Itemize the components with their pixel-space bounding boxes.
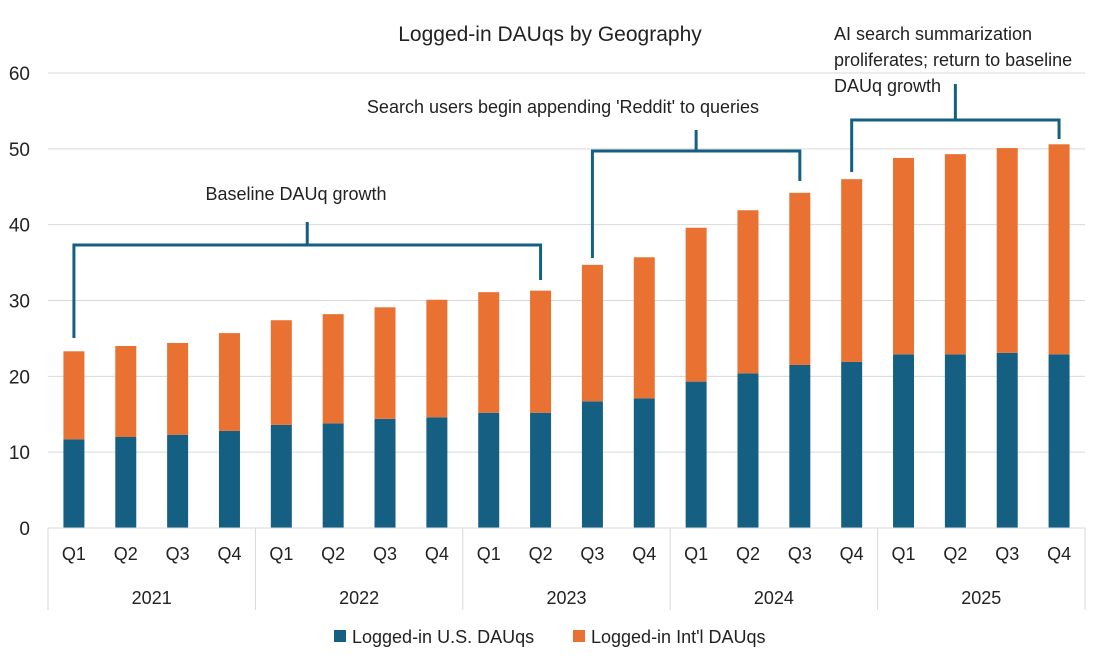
x-tick-quarter: Q4	[217, 544, 241, 564]
annotation-bracket	[72, 222, 543, 338]
x-tick-quarter: Q2	[736, 544, 760, 564]
bar-intl-2023-q2	[530, 290, 552, 413]
bar-us-2023-q4	[633, 398, 655, 528]
x-tick-quarter: Q1	[269, 544, 293, 564]
bar-intl-2024-q1	[685, 227, 707, 382]
bar-us-2025-q2	[944, 354, 966, 528]
bar-us-2023-q1	[478, 412, 500, 528]
bar-intl-2025-q4	[1048, 144, 1070, 355]
bar-intl-2021-q4	[218, 333, 240, 431]
bar-us-2025-q1	[893, 354, 915, 528]
bar-us-2021-q4	[218, 430, 240, 528]
bar-intl-2024-q2	[737, 210, 759, 374]
bar-intl-2024-q3	[789, 192, 811, 365]
x-tick-quarter: Q4	[840, 544, 864, 564]
annotation-bracket	[590, 130, 802, 258]
bar-intl-2024-q4	[841, 179, 863, 362]
annotation-text: Baseline DAUq growth	[205, 184, 386, 204]
annotation-text: DAUq growth	[834, 76, 941, 96]
x-tick-quarter: Q1	[684, 544, 708, 564]
bar-us-2024-q1	[685, 381, 707, 528]
y-tick-label: 40	[9, 216, 30, 237]
bar-intl-2021-q1	[63, 351, 85, 440]
bar-us-2024-q2	[737, 373, 759, 528]
x-tick-quarter: Q1	[62, 544, 86, 564]
x-tick-quarter: Q2	[321, 544, 345, 564]
bar-us-2021-q1	[63, 439, 85, 528]
y-tick-label: 50	[9, 140, 30, 161]
x-tick-year: 2023	[546, 588, 586, 608]
bar-intl-2025-q2	[944, 154, 966, 355]
bar-us-2022-q3	[374, 418, 396, 528]
bar-us-2021-q3	[167, 434, 189, 528]
bar-intl-2025-q1	[893, 157, 915, 355]
x-tick-quarter: Q2	[529, 544, 553, 564]
x-tick-year: 2021	[132, 588, 172, 608]
bar-us-2024-q3	[789, 364, 811, 528]
x-tick-year: 2022	[339, 588, 379, 608]
annotation-text: proliferates; return to baseline	[834, 50, 1072, 70]
bar-intl-2023-q1	[478, 292, 500, 413]
annotation-bracket	[850, 84, 1061, 172]
x-tick-quarter: Q2	[114, 544, 138, 564]
bar-intl-2021-q2	[115, 346, 137, 437]
y-tick-label: 10	[9, 443, 30, 464]
legend-label: Logged-in Int'l DAUqs	[591, 627, 766, 647]
bar-us-2024-q4	[841, 361, 863, 528]
x-tick-quarter: Q3	[166, 544, 190, 564]
bar-us-2022-q2	[322, 423, 344, 528]
y-tick-label: 0	[19, 519, 30, 540]
x-tick-year: 2025	[961, 588, 1001, 608]
x-tick-quarter: Q4	[632, 544, 656, 564]
bar-us-2021-q2	[115, 437, 137, 528]
y-tick-label: 60	[9, 64, 30, 85]
x-tick-quarter: Q3	[995, 544, 1019, 564]
x-tick-quarter: Q3	[788, 544, 812, 564]
legend-swatch	[573, 630, 585, 642]
x-tick-quarter: Q2	[943, 544, 967, 564]
bar-intl-2022-q1	[270, 320, 292, 425]
y-tick-label: 20	[9, 367, 30, 388]
x-tick-year: 2024	[754, 588, 794, 608]
bar-intl-2022-q3	[374, 307, 396, 419]
x-tick-quarter: Q3	[580, 544, 604, 564]
annotation-text: AI search summarization	[834, 24, 1032, 44]
bar-us-2022-q1	[270, 424, 292, 528]
bar-intl-2022-q4	[426, 299, 448, 418]
bar-intl-2023-q3	[581, 264, 603, 402]
bar-intl-2025-q3	[996, 148, 1018, 353]
annotation-text: Search users begin appending 'Reddit' to…	[367, 97, 759, 117]
y-tick-label: 30	[9, 292, 30, 313]
legend-swatch	[334, 630, 346, 642]
x-tick-quarter: Q4	[1047, 544, 1071, 564]
bar-us-2025-q4	[1048, 354, 1070, 528]
bar-us-2022-q4	[426, 417, 448, 528]
bar-intl-2022-q2	[322, 314, 344, 424]
x-tick-quarter: Q3	[373, 544, 397, 564]
bar-us-2025-q3	[996, 352, 1018, 528]
x-tick-quarter: Q1	[477, 544, 501, 564]
x-tick-quarter: Q1	[892, 544, 916, 564]
bar-us-2023-q3	[581, 401, 603, 528]
bar-intl-2023-q4	[633, 257, 655, 399]
legend-label: Logged-in U.S. DAUqs	[352, 627, 534, 647]
chart-title: Logged-in DAUqs by Geography	[398, 23, 702, 46]
bar-intl-2021-q3	[167, 342, 189, 435]
bar-us-2023-q2	[530, 412, 552, 528]
x-tick-quarter: Q4	[425, 544, 449, 564]
